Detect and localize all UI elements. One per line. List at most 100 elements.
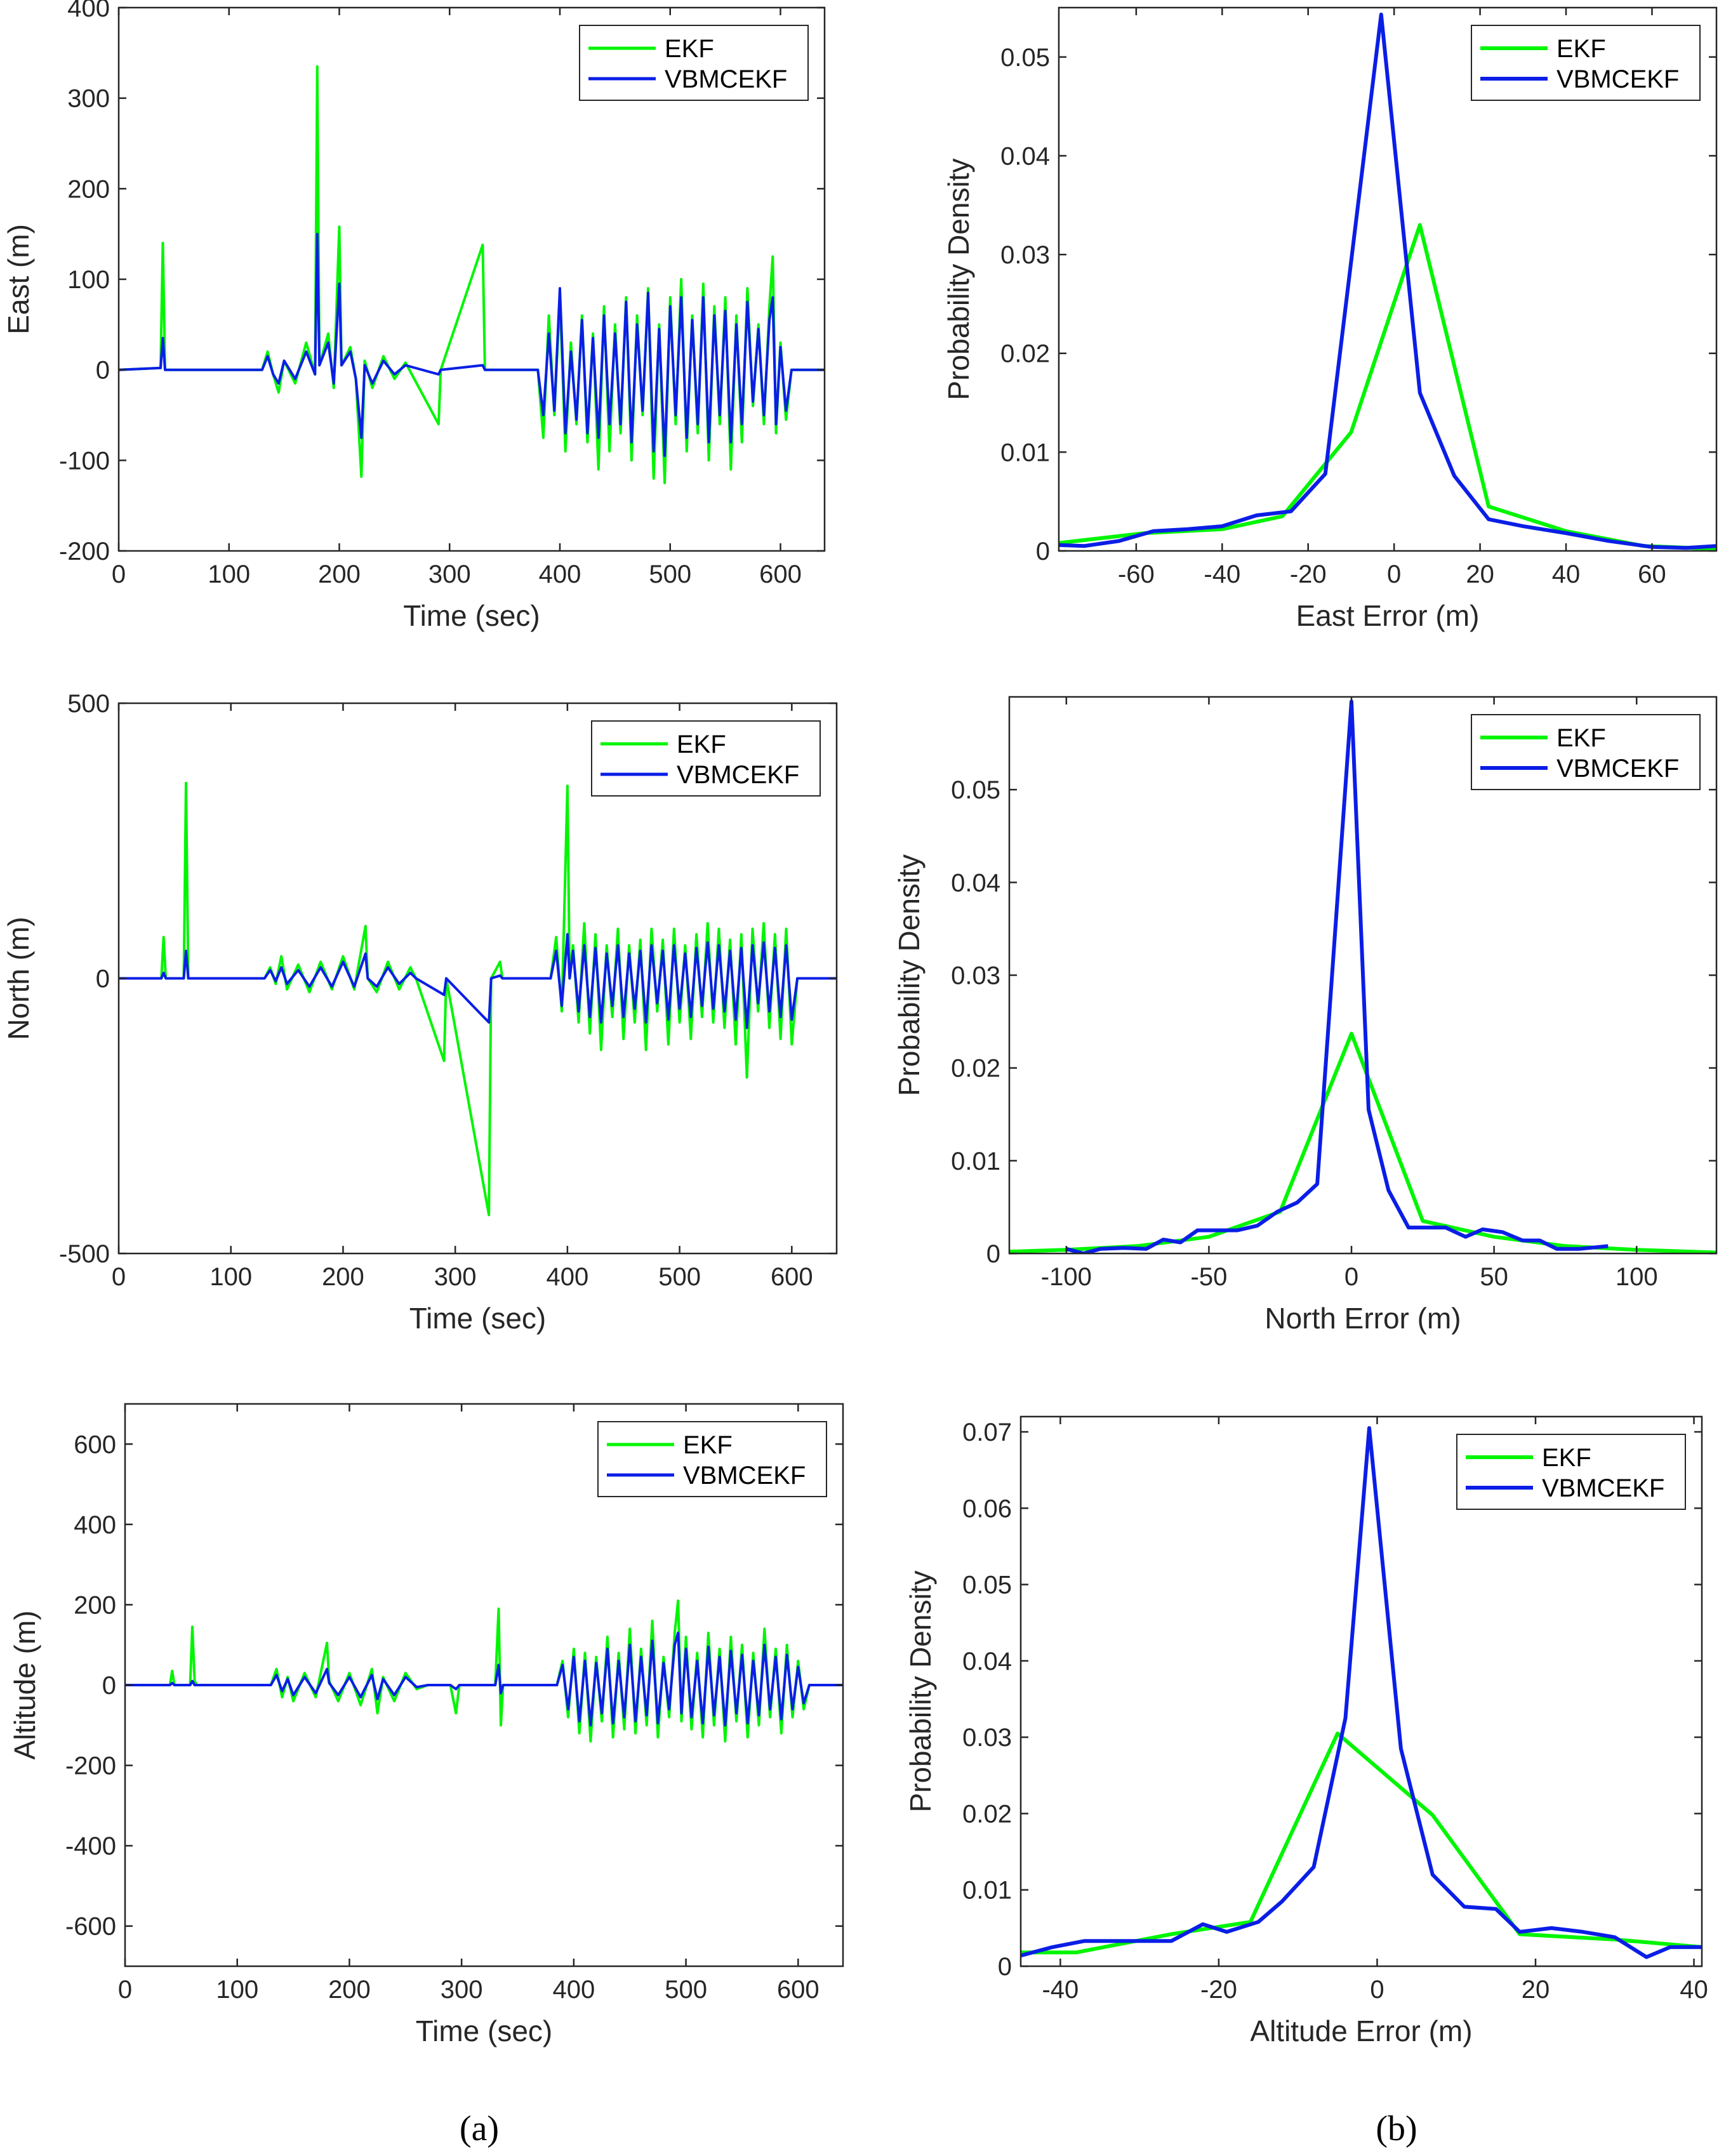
- x-tick-label: -40: [1204, 560, 1240, 588]
- x-tick-label: -60: [1118, 560, 1155, 588]
- y-axis-label: Probability Density: [942, 159, 975, 400]
- y-axis-label: North (m): [2, 916, 35, 1040]
- y-tick-label: 0.05: [1000, 44, 1050, 72]
- x-tick-label: 20: [1522, 1976, 1550, 2004]
- series-line-vbmcekf: [119, 232, 825, 458]
- y-tick-label: 0.03: [962, 1724, 1012, 1752]
- x-tick-label: 100: [216, 1976, 258, 2004]
- legend-label-ekf: EKF: [677, 731, 726, 758]
- y-tick-label: 0.06: [962, 1495, 1012, 1523]
- x-tick-label: 300: [428, 560, 471, 588]
- x-tick-label: -40: [1042, 1976, 1079, 2004]
- y-tick-label: -600: [65, 1913, 116, 1941]
- y-axis-label: Altitude (m): [8, 1610, 41, 1759]
- x-tick-label: -100: [1041, 1263, 1092, 1291]
- series-group: [119, 65, 825, 484]
- y-tick-label: 0.03: [1000, 241, 1050, 269]
- legend-label-vbmcekf: VBMCEKF: [1542, 1474, 1664, 1502]
- series-group: [1059, 12, 1716, 551]
- series-line-ekf: [1021, 1731, 1702, 1955]
- y-tick-label: 0.02: [1000, 340, 1050, 368]
- y-axis-label: Probability Density: [893, 854, 926, 1096]
- x-tick-label: 0: [118, 1976, 132, 2004]
- x-tick-label: 400: [547, 1263, 589, 1291]
- series-line-vbmcekf: [1021, 1426, 1702, 1959]
- y-tick-label: -200: [59, 538, 110, 565]
- y-tick-label: -200: [65, 1752, 116, 1780]
- x-tick-label: 500: [649, 560, 691, 588]
- y-tick-label: 0: [1036, 538, 1050, 565]
- legend: EKF VBMCEKF: [597, 1421, 827, 1497]
- x-tick-label: 20: [1466, 560, 1494, 588]
- legend-label-ekf: EKF: [683, 1431, 733, 1459]
- y-tick-label: 0.02: [951, 1055, 1000, 1083]
- y-tick-label: 0.04: [962, 1648, 1012, 1676]
- x-axis-label: Time (sec): [416, 2014, 553, 2047]
- x-tick-label: 0: [1370, 1976, 1384, 2004]
- x-axis-label: Time (sec): [409, 1302, 547, 1335]
- legend-box: [1471, 25, 1701, 101]
- charts-group: 0 100 200 300 400 500 600-200-1000100200300400…: [2, 0, 1718, 2047]
- legend-label-ekf: EKF: [1542, 1444, 1591, 1472]
- x-tick-label: -50: [1191, 1263, 1228, 1291]
- legend-label-ekf: EKF: [1556, 35, 1606, 63]
- y-tick-label: 0: [96, 357, 110, 385]
- x-tick-label: 100: [208, 560, 250, 588]
- axes-box: [1019, 1415, 1703, 1968]
- y-tick-label: -500: [59, 1240, 110, 1268]
- legend-box: [1456, 1434, 1686, 1510]
- x-tick-label: 40: [1552, 560, 1581, 588]
- y-tick-label: 0.01: [951, 1147, 1000, 1175]
- y-tick-label: 0: [96, 965, 110, 993]
- x-tick-label: 60: [1638, 560, 1666, 588]
- x-axis-label: Altitude Error (m): [1250, 2014, 1472, 2047]
- series-group: [119, 781, 837, 1217]
- x-axis-label: East Error (m): [1296, 599, 1480, 632]
- y-tick-label: 400: [67, 0, 110, 22]
- y-tick-label: 200: [67, 175, 110, 203]
- x-tick-label: 600: [777, 1976, 820, 2004]
- y-tick-label: 400: [74, 1511, 116, 1539]
- y-tick-label: 100: [67, 266, 110, 294]
- series-line-vbmcekf: [125, 1631, 843, 1727]
- x-tick-label: 500: [658, 1263, 701, 1291]
- legend-box: [597, 1421, 827, 1497]
- legend-label-ekf: EKF: [1556, 724, 1606, 752]
- x-tick-label: 200: [322, 1263, 364, 1291]
- y-tick-label: 0: [998, 1953, 1012, 1981]
- x-tick-label: 300: [441, 1976, 483, 2004]
- legend-label-vbmcekf: VBMCEKF: [683, 1462, 806, 1490]
- y-tick-label: 0.05: [951, 776, 1000, 804]
- x-tick-label: -20: [1200, 1976, 1237, 2004]
- y-tick-label: 600: [74, 1431, 116, 1458]
- legend-box: [591, 720, 821, 797]
- x-tick-label: 600: [771, 1263, 813, 1291]
- x-tick-label: 500: [665, 1976, 707, 2004]
- caption-b: (b): [1376, 2109, 1417, 2148]
- series-line-vbmcekf: [1066, 699, 1609, 1253]
- series-line-vbmcekf: [1059, 12, 1716, 550]
- x-tick-label: 0: [112, 560, 126, 588]
- chart-a3: 0 100 200 300 400 500 600 -600 -400 -200 0 200 400 60…: [8, 1403, 844, 2047]
- y-tick-label: 500: [67, 690, 110, 718]
- legend-label-vbmcekf: VBMCEKF: [665, 65, 787, 93]
- x-tick-label: 40: [1680, 1976, 1708, 2004]
- x-tick-label: 200: [328, 1976, 371, 2004]
- axes-box: [1058, 6, 1718, 552]
- x-axis-label: Time (sec): [403, 599, 540, 632]
- y-tick-label: 0.01: [962, 1877, 1012, 1905]
- x-tick-label: 600: [759, 560, 802, 588]
- y-tick-label: -100: [59, 447, 110, 475]
- x-tick-label: 0: [1387, 560, 1401, 588]
- y-tick-label: 200: [74, 1591, 116, 1619]
- x-tick-label: 300: [434, 1263, 477, 1291]
- chart-b3: -40 -20 0 20 40 0 0.01 0.02 0.03 0.04 0.05 0.06 0.07…: [904, 1415, 1708, 2047]
- legend-box: [1471, 714, 1701, 790]
- series-line-vbmcekf: [119, 933, 837, 1029]
- legend-label-ekf: EKF: [665, 35, 714, 63]
